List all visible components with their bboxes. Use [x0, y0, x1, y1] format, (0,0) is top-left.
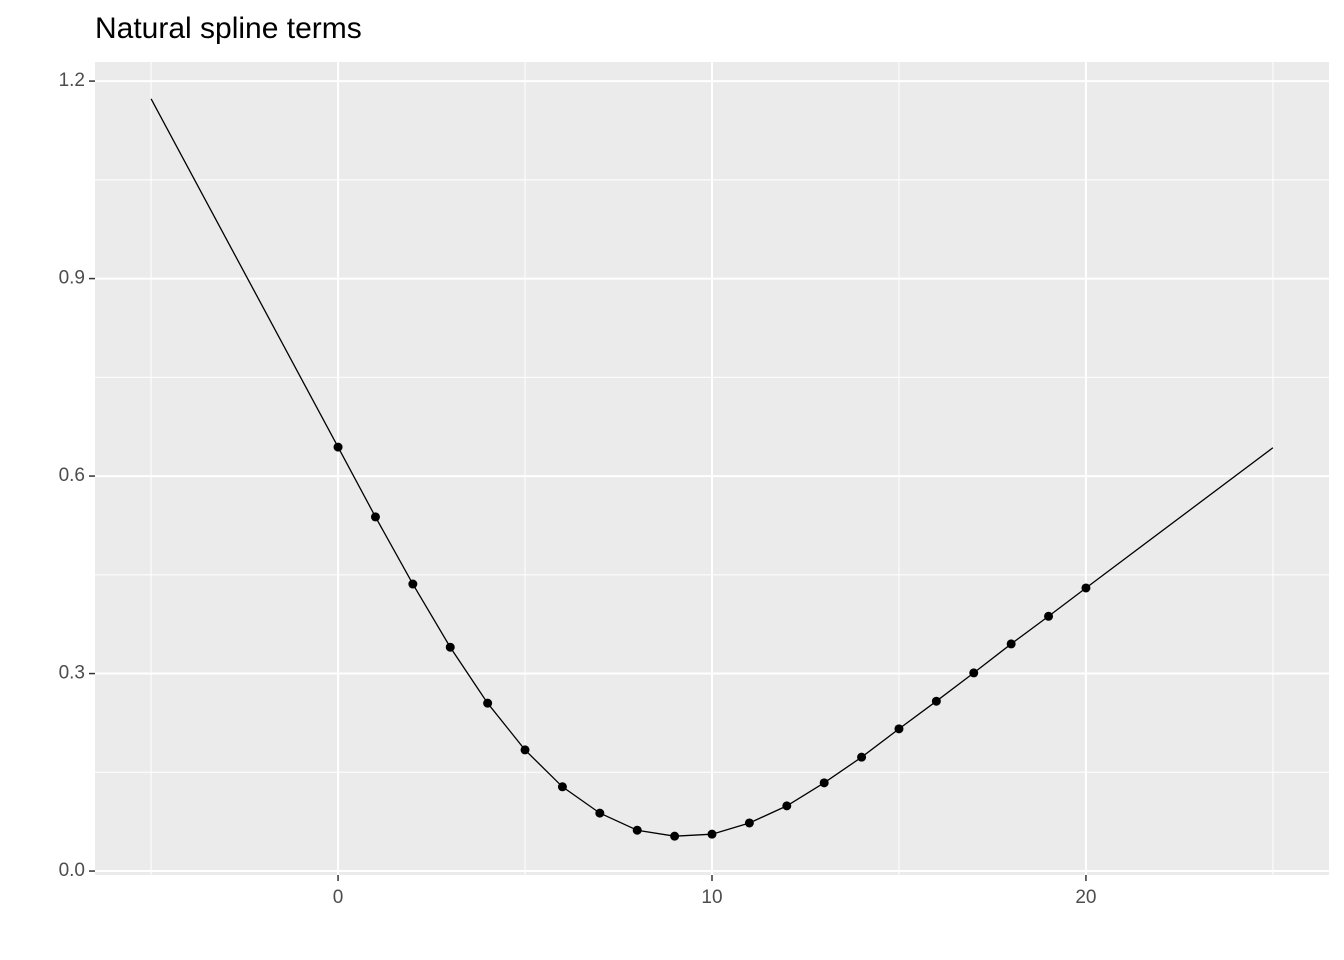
data-point — [894, 724, 904, 734]
data-point — [707, 829, 717, 839]
data-point — [520, 745, 530, 755]
data-point — [1044, 611, 1054, 621]
data-point — [931, 696, 941, 706]
data-point — [557, 782, 567, 792]
x-tick-label: 20 — [1075, 887, 1096, 908]
data-point — [1006, 639, 1016, 649]
data-point — [782, 801, 792, 811]
x-tick-label: 0 — [333, 887, 344, 908]
data-point — [595, 808, 605, 818]
y-tick-label: 1.2 — [59, 70, 85, 91]
x-tick-label: 10 — [701, 887, 722, 908]
y-tick-label: 0.0 — [59, 860, 85, 881]
data-point — [333, 442, 343, 452]
chart-title: Natural spline terms — [95, 12, 362, 45]
data-point — [370, 512, 380, 522]
data-point — [1081, 583, 1091, 593]
data-point — [744, 818, 754, 828]
data-point — [670, 831, 680, 841]
data-point — [632, 825, 642, 835]
y-tick-label: 0.3 — [59, 663, 85, 684]
data-point — [857, 752, 867, 762]
data-point — [819, 778, 829, 788]
y-tick-label: 0.9 — [59, 268, 85, 289]
data-point — [483, 698, 493, 708]
data-point — [445, 642, 455, 652]
data-point — [408, 579, 418, 589]
data-point — [969, 668, 979, 678]
y-tick-label: 0.6 — [59, 465, 85, 486]
